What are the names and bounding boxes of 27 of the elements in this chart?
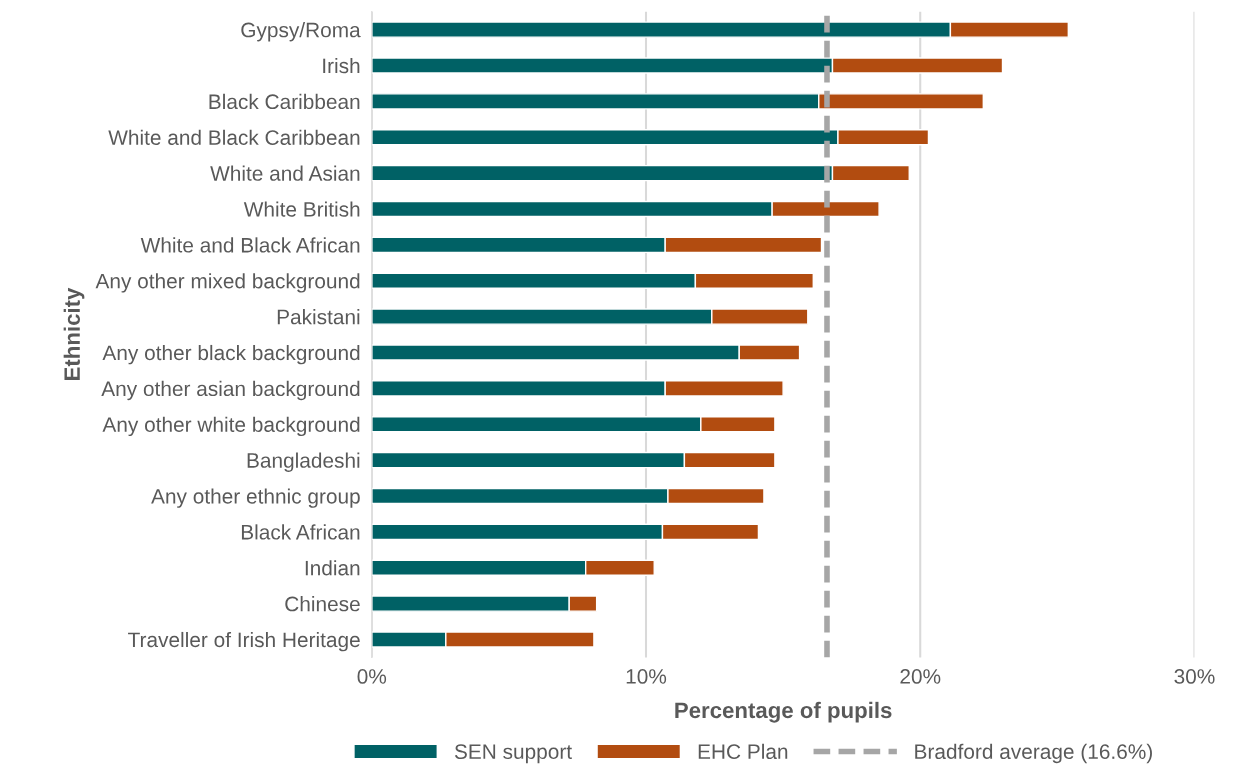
y-tick-label: Bangladeshi [247,452,360,472]
y-tick-label: Traveller of Irish Heritage [128,631,360,652]
x-tick-label: 30% [1174,669,1215,684]
y-tick-label: Chinese [285,596,360,612]
y-tick-label: White British [243,201,360,217]
y-tick-label: Any other ethnic group [151,488,360,508]
y-tick-label: Indian [305,560,360,576]
y-tick-label: Irish [323,57,360,74]
legend-label: Bradford average (16.6%) [915,743,1152,764]
x-tick-label: 10% [626,669,667,684]
y-tick-label: White and Black African [140,237,360,253]
y-tick-label: Black Caribbean [209,93,360,110]
y-tick-label: Gypsy/Roma [241,22,361,42]
legend-label: EHC Plan [698,743,788,760]
y-tick-label: Pakistani [277,309,360,325]
x-axis-title: Percentage of pupils [675,701,892,723]
legend-label: SEN support [454,744,572,764]
y-tick-label: Black African [241,524,360,540]
y-tick-label: White and Asian [210,165,360,181]
y-tick-label: Any other black background [102,344,360,365]
y-tick-label: White and Black Caribbean [108,129,360,145]
x-tick-label: 20% [900,669,941,684]
x-tick-label: 0% [357,669,387,684]
y-tick-label: Any other mixed background [95,273,360,293]
y-tick-label: Any other white background [102,416,360,437]
y-tick-label: Any other asian background [101,380,360,401]
y-axis-title: Ethnicity [63,287,85,380]
